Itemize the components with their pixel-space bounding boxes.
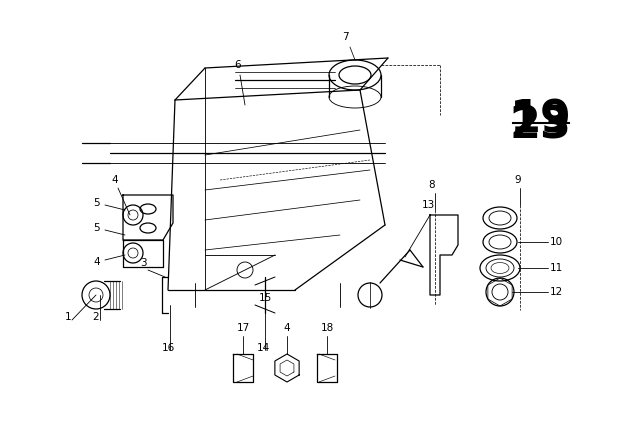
Text: 9: 9	[515, 175, 522, 185]
Text: 12: 12	[550, 287, 563, 297]
Text: 23: 23	[510, 105, 572, 148]
Text: 14: 14	[257, 343, 269, 353]
Text: 2: 2	[93, 312, 99, 322]
Text: 5: 5	[93, 198, 100, 208]
Text: 4: 4	[93, 257, 100, 267]
Text: 19: 19	[510, 99, 572, 142]
Text: 16: 16	[161, 343, 175, 353]
Text: 15: 15	[259, 293, 271, 303]
Text: 10: 10	[550, 237, 563, 247]
Text: 3: 3	[140, 258, 147, 268]
Text: 4: 4	[112, 175, 118, 185]
Text: 5: 5	[93, 223, 100, 233]
Text: 1: 1	[65, 312, 71, 322]
Text: 6: 6	[235, 60, 241, 70]
Text: 13: 13	[421, 200, 435, 210]
Text: 17: 17	[236, 323, 250, 333]
Text: 4: 4	[284, 323, 291, 333]
Text: 8: 8	[429, 180, 435, 190]
Text: 7: 7	[342, 32, 348, 42]
Text: 18: 18	[321, 323, 333, 333]
Text: 11: 11	[550, 263, 563, 273]
